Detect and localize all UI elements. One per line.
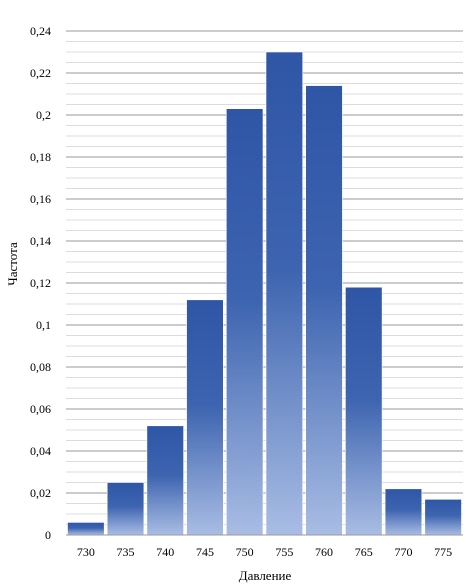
y-tick-label: 0,18 <box>30 150 51 164</box>
x-tick-label: 730 <box>77 545 95 559</box>
x-tick-label: 765 <box>355 545 373 559</box>
y-tick-label: 0,2 <box>36 108 51 122</box>
y-tick-label: 0,06 <box>30 402 51 416</box>
y-axis-title: Частота <box>5 242 20 286</box>
x-tick-label: 775 <box>434 545 452 559</box>
y-tick-label: 0,16 <box>30 192 51 206</box>
y-axis-ticks: 0 0,02 0,04 0,06 0,08 0,1 0,12 0,14 0,16 0,18 0,2 0… <box>30 24 51 542</box>
x-axis-title: Давление <box>239 568 292 583</box>
bars <box>67 51 462 536</box>
x-tick-label: 760 <box>315 545 333 559</box>
bar-775 <box>424 498 462 536</box>
y-tick-label: 0,08 <box>30 360 51 374</box>
bar-735 <box>106 482 145 536</box>
gridlines <box>66 30 463 536</box>
bar-750 <box>226 108 264 536</box>
y-tick-label: 0,1 <box>36 318 51 332</box>
x-axis-ticks: 730 735 740 745 750 755 760 765 770 775 <box>77 545 452 559</box>
bar-770 <box>384 488 423 536</box>
y-tick-label: 0,24 <box>30 24 51 38</box>
y-tick-label: 0 <box>45 528 51 542</box>
y-tick-label: 0,14 <box>30 234 51 248</box>
y-tick-label: 0,12 <box>30 276 51 290</box>
x-tick-label: 755 <box>275 545 293 559</box>
x-tick-label: 745 <box>196 545 214 559</box>
y-tick-label: 0,22 <box>30 66 51 80</box>
x-tick-label: 740 <box>156 545 174 559</box>
bar-745 <box>186 299 224 536</box>
bar-740 <box>146 425 184 536</box>
x-tick-label: 770 <box>394 545 412 559</box>
bar-765 <box>345 286 383 536</box>
x-tick-label: 750 <box>236 545 254 559</box>
y-tick-label: 0,04 <box>30 444 51 458</box>
bar-730 <box>67 522 105 536</box>
bar-760 <box>305 85 343 536</box>
bar-755 <box>265 51 304 536</box>
y-tick-label: 0,02 <box>30 486 51 500</box>
x-tick-label: 735 <box>117 545 135 559</box>
